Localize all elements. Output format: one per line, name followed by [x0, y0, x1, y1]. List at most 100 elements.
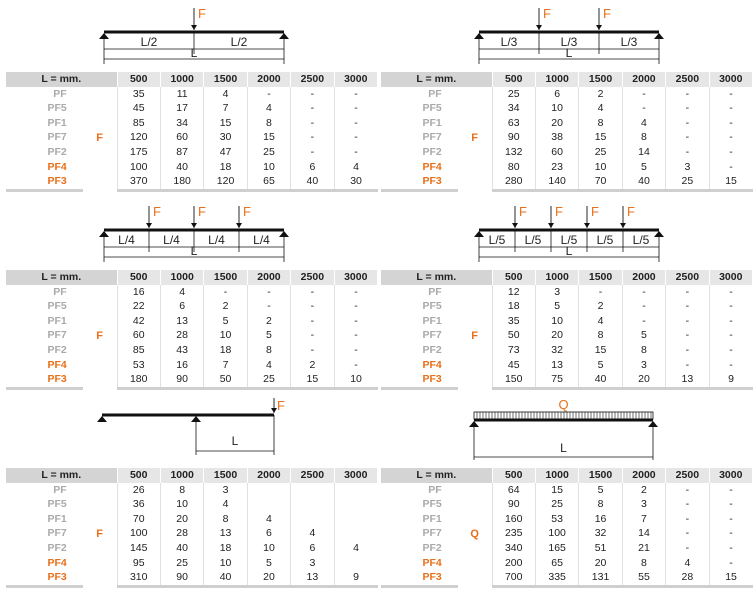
table-cell: 90: [159, 372, 204, 390]
table-cell: 51: [578, 540, 623, 556]
beam-diagram: F F F FL/5 L/5 L/5 L/5 L/5L: [474, 204, 664, 262]
table-cell: -: [333, 144, 378, 160]
table-cell: -: [665, 342, 710, 358]
table-cell: -: [665, 86, 710, 102]
length-header-label: L = mm.: [381, 468, 493, 483]
support-icon: [654, 33, 664, 39]
support-icon: [279, 33, 289, 39]
length-column-header: 1000: [535, 72, 580, 87]
segment-label: L/5: [525, 233, 542, 247]
table-cell: 25: [534, 497, 579, 512]
profile-label: PF1: [47, 512, 67, 525]
support-icon: [99, 231, 109, 237]
arrow-head-icon: [271, 408, 277, 413]
support-icon: [474, 33, 484, 39]
table-cell: 2: [290, 357, 335, 373]
table-cell: 10: [159, 497, 204, 512]
table-row: PF2 175 87 47 25- -: [6, 144, 378, 160]
table-cell: -: [708, 526, 753, 541]
length-column-header: 3000: [334, 72, 379, 87]
table-cell: 13: [159, 313, 204, 329]
arrow-head-icon: [548, 223, 554, 228]
table-cell: 15: [708, 174, 753, 192]
table-cell: 13: [534, 357, 579, 373]
table-cell: 14: [621, 144, 666, 160]
profile-label: PF2: [47, 145, 67, 158]
table-cell: 10: [203, 555, 248, 571]
span-label: L: [232, 434, 239, 448]
arrow-head-icon: [236, 223, 242, 228]
table-header-row: L = mm. 500 1000 1500 2000 2500 3000: [381, 72, 753, 87]
segment-label: L/4: [253, 233, 270, 247]
table-cell: -: [290, 284, 335, 300]
table-cell: 53: [534, 511, 579, 527]
arrow-head-icon: [584, 223, 590, 228]
table-cell: -: [708, 540, 753, 556]
table-cell: 160: [491, 511, 536, 527]
table-row: PF Q 64 15 5 2- -: [381, 482, 753, 540]
table-cell: 4: [290, 526, 335, 541]
table-cell: 150: [491, 372, 536, 390]
table-row: PF3 280 140 70 40 25 15: [381, 174, 753, 192]
profile-label: PF2: [47, 541, 67, 554]
table-cell: -: [333, 328, 378, 343]
table-cell: 370: [116, 174, 161, 192]
table-cell: -: [333, 313, 378, 329]
profile-label: PF4: [422, 358, 442, 371]
table-row: PF1 35 10 4- - -: [381, 313, 753, 329]
table-cell: 15: [708, 570, 753, 588]
table-cell: 8: [159, 482, 204, 498]
table-cell: [290, 482, 335, 498]
table-row: PF F 26 8 3: [6, 482, 378, 540]
table-cell: 2: [203, 299, 248, 314]
table-cell: -: [665, 497, 710, 512]
profile-label: PF7: [47, 131, 67, 144]
table-cell: 310: [116, 570, 161, 588]
table-row: PF4 100 40 18 10 6 4: [6, 159, 378, 175]
table-cell: 120: [203, 174, 248, 192]
table-cell: 3: [203, 482, 248, 498]
table-cell: 65: [246, 174, 291, 192]
table-cell: 100: [534, 526, 579, 541]
table-cell: 22: [116, 299, 161, 314]
table-cell: 20: [159, 511, 204, 527]
table-header-row: L = mm. 500 1000 1500 2000 2500 3000: [381, 468, 753, 483]
segment-label: L/3: [561, 35, 578, 49]
table-cell: 100: [116, 159, 161, 175]
table-cell: 50: [203, 372, 248, 390]
length-header-label: L = mm.: [381, 270, 493, 285]
table-cell: 10: [578, 159, 623, 175]
table-cell: 42: [116, 313, 161, 329]
table-cell: 4: [665, 555, 710, 571]
table-cell: 60: [116, 328, 161, 343]
table-cell: 34: [491, 101, 536, 116]
load-type-label: F: [96, 330, 103, 343]
table-row: PF3 180 90 50 25 15 10: [6, 372, 378, 390]
table-cell: -: [290, 144, 335, 160]
table-cell: -: [621, 86, 666, 102]
profile-label: PF2: [47, 343, 67, 356]
table-cell: -: [621, 284, 666, 300]
table-cell: -: [621, 101, 666, 116]
table-cell: -: [246, 299, 291, 314]
table-cell: 45: [491, 357, 536, 373]
table-cell: 40: [159, 159, 204, 175]
table-cell: -: [708, 482, 753, 498]
table-cell: -: [665, 101, 710, 116]
span-label: L: [566, 46, 573, 60]
table-cell: 35: [116, 86, 161, 102]
table-cell: 4: [578, 313, 623, 329]
table-cell: 165: [534, 540, 579, 556]
table-cell: 60: [159, 130, 204, 145]
table-cell: -: [290, 299, 335, 314]
table-row: PF5 90 25 8 3- -: [381, 497, 753, 512]
table-cell: -: [708, 357, 753, 373]
table-cell: 15: [534, 482, 579, 498]
table-cell: 40: [621, 174, 666, 192]
table-row: PF2 73 32 15 8- -: [381, 342, 753, 358]
length-column-header: 3000: [709, 468, 753, 483]
table-row: PF3 370 180 120 65 40 30: [6, 174, 378, 192]
table-cell: 25: [159, 555, 204, 571]
table-cell: 32: [534, 342, 579, 358]
table-cell: 10: [246, 540, 291, 556]
